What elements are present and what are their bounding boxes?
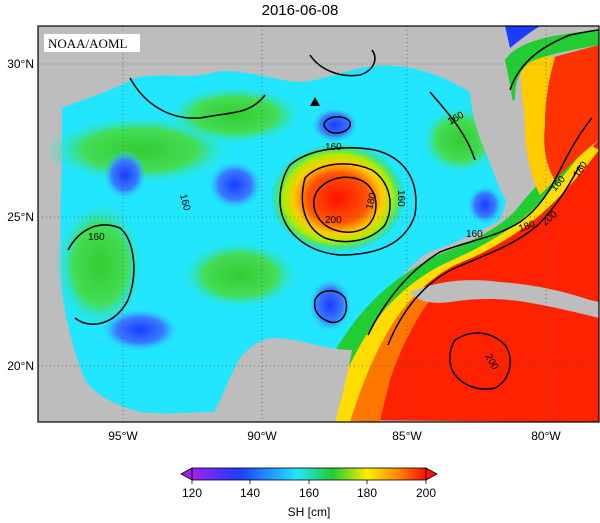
blue-patch-3 [311, 107, 359, 143]
colorbar: 120 140 160 180 200 SH [cm] [180, 467, 438, 519]
colorbar-title: SH [cm] [288, 505, 331, 519]
contour-north-atlantic [509, 29, 599, 91]
colorbar-tick: 160 [299, 486, 319, 500]
contour-160-north [129, 77, 266, 119]
contour-label: 180 [364, 191, 379, 210]
lon-tick: 85°W [392, 429, 422, 443]
green-patch-west [55, 200, 145, 330]
colorbar-gradient [192, 468, 426, 480]
atlantic-north-red [533, 45, 599, 180]
warm-core-eddy [270, 143, 406, 253]
green-patch-south [180, 240, 300, 310]
contour-label: 200 [325, 215, 342, 226]
contour-180-ring [301, 163, 391, 243]
graticule [38, 26, 599, 422]
contour-160-ring [279, 147, 417, 256]
lon-tick: 80°W [531, 429, 561, 443]
blue-patch-1 [103, 150, 147, 200]
contour-160-south-cold [313, 290, 348, 324]
map-panel: 160 160 160 160 160 160 180 200 180 160 … [38, 26, 599, 422]
contour-label: 160 [88, 232, 105, 243]
blue-patch-2 [207, 160, 263, 210]
contour-north-loop [309, 49, 376, 77]
atlantic-north-green [505, 30, 599, 100]
contour-200-ring [313, 176, 377, 233]
yucatan-land [214, 339, 352, 422]
contour-160-west [67, 224, 135, 325]
station-triangle-icon [310, 97, 320, 106]
colorbar-min-arrow-icon [180, 467, 193, 481]
contour-200-caribbean [449, 332, 511, 390]
cuba-land [410, 280, 599, 318]
colorbar-tick: 200 [416, 486, 436, 500]
watermark: NOAA/AOML [48, 36, 128, 51]
contour-label: 160 [177, 193, 192, 212]
contour-160-east [429, 91, 476, 161]
lat-tick: 25°N [7, 210, 34, 224]
florida-land [470, 60, 522, 205]
map-frame [37, 25, 600, 423]
lat-tick: 30°N [7, 57, 34, 71]
lat-tick: 20°N [7, 359, 34, 373]
colorbar-tick: 180 [357, 486, 377, 500]
contour-label: 160 [395, 190, 406, 207]
atlantic-north-blue [505, 26, 540, 48]
lon-tick: 90°W [247, 429, 277, 443]
colorbar-max-arrow-icon [425, 467, 438, 481]
green-patch-center-north [165, 85, 305, 145]
contour-label: 160 [325, 142, 342, 153]
contour-label: 160 [466, 229, 483, 240]
blue-patch-6 [467, 185, 503, 225]
blue-patch-5 [100, 308, 180, 352]
colorbar-tick: 120 [182, 486, 202, 500]
contour-160-small-cold [323, 116, 351, 134]
contour-180-current [387, 164, 581, 346]
watermark-box [44, 34, 140, 52]
page-title: 2016-06-08 [261, 2, 339, 19]
lon-tick: 95°W [108, 429, 138, 443]
colorbar-tick: 140 [240, 486, 260, 500]
